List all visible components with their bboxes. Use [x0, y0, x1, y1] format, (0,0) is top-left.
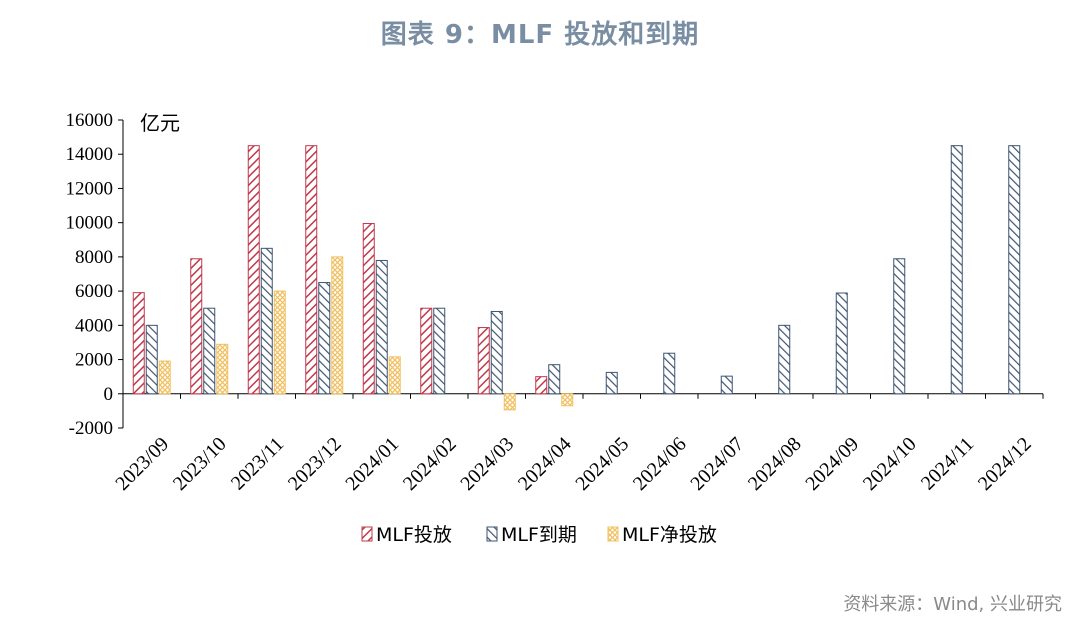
legend-label: MLF到期: [501, 524, 577, 546]
bar-mlf-net: [503, 393, 516, 411]
source-note: 资料来源：Wind, 兴业研究: [843, 594, 1062, 615]
bar-mlf-maturity: [720, 375, 733, 395]
bar-mlf-injection: [190, 258, 203, 395]
bar-mlf-injection: [132, 292, 145, 395]
legend-label: MLF投放: [376, 524, 452, 546]
bar-mlf-net: [388, 356, 401, 395]
y-tick-label: -2000: [69, 418, 113, 439]
y-tick-label: 6000: [75, 281, 113, 302]
y-tick-label: 2000: [75, 350, 113, 371]
chart-title: 图表 9：MLF 投放和到期: [380, 20, 700, 50]
bar-mlf-maturity: [433, 307, 446, 395]
x-tick-label: 2024/10: [859, 433, 921, 495]
bar-mlf-injection: [305, 145, 318, 395]
bar-mlf-maturity: [318, 282, 331, 395]
x-tick-label: 2024/06: [629, 433, 691, 495]
x-tick-label: 2023/12: [284, 433, 346, 495]
y-tick-label: 12000: [66, 178, 114, 199]
bar-mlf-maturity: [145, 324, 158, 395]
bar-mlf-net: [158, 360, 171, 395]
bar-mlf-injection: [362, 223, 375, 395]
bar-mlf-maturity: [950, 145, 963, 395]
y-tick-label: 10000: [66, 213, 114, 234]
bar-mlf-maturity: [375, 259, 388, 395]
x-tick-label: 2024/04: [514, 433, 576, 495]
bar-mlf-maturity: [663, 352, 676, 395]
x-tick-label: 2024/11: [917, 433, 978, 494]
bar-mlf-net: [273, 290, 286, 395]
bar-mlf-net: [561, 393, 574, 407]
y-tick-label: 8000: [75, 247, 113, 268]
y-tick-label: 4000: [75, 315, 113, 336]
legend-swatch: [361, 526, 373, 542]
legend-swatch: [607, 526, 619, 542]
x-tick-label: 2023/09: [111, 433, 173, 495]
y-tick-label: 16000: [66, 110, 114, 131]
bar-mlf-injection: [477, 327, 490, 395]
bar-mlf-maturity: [1008, 145, 1021, 395]
bar-mlf-net: [331, 256, 344, 395]
x-tick-label: 2024/02: [399, 433, 461, 495]
x-tick-label: 2024/01: [341, 433, 403, 495]
x-tick-label: 2024/12: [974, 433, 1036, 495]
bar-mlf-maturity: [490, 310, 503, 395]
bar-mlf-maturity: [605, 371, 618, 395]
x-tick-label: 2024/07: [686, 433, 748, 495]
x-tick-label: 2023/10: [169, 433, 231, 495]
bar-mlf-maturity: [548, 364, 561, 395]
x-tick-label: 2024/05: [571, 433, 633, 495]
bar-mlf-maturity: [835, 292, 848, 395]
bar-mlf-maturity: [260, 247, 273, 395]
x-tick-label: 2024/03: [456, 433, 518, 495]
bar-mlf-net: [216, 343, 229, 395]
x-tick-label: 2024/08: [744, 433, 806, 495]
legend-swatch: [486, 526, 498, 542]
y-tick-label: 14000: [66, 144, 114, 165]
bar-mlf-maturity: [893, 258, 906, 395]
legend-label: MLF净投放: [622, 524, 717, 546]
x-tick-label: 2023/11: [227, 433, 288, 494]
bar-mlf-maturity: [203, 307, 216, 395]
bar-mlf-injection: [535, 376, 548, 395]
bar-mlf-maturity: [778, 324, 791, 395]
bar-mlf-injection: [420, 307, 433, 395]
bar-chart: -2000 0 2000 4000 6000 8000 10000 12000 14000 160…: [66, 110, 1044, 546]
y-unit-label: 亿元: [140, 111, 180, 135]
x-tick-label: 2024/09: [801, 433, 863, 495]
y-tick-label: 0: [104, 384, 114, 405]
bar-mlf-injection: [247, 145, 260, 395]
